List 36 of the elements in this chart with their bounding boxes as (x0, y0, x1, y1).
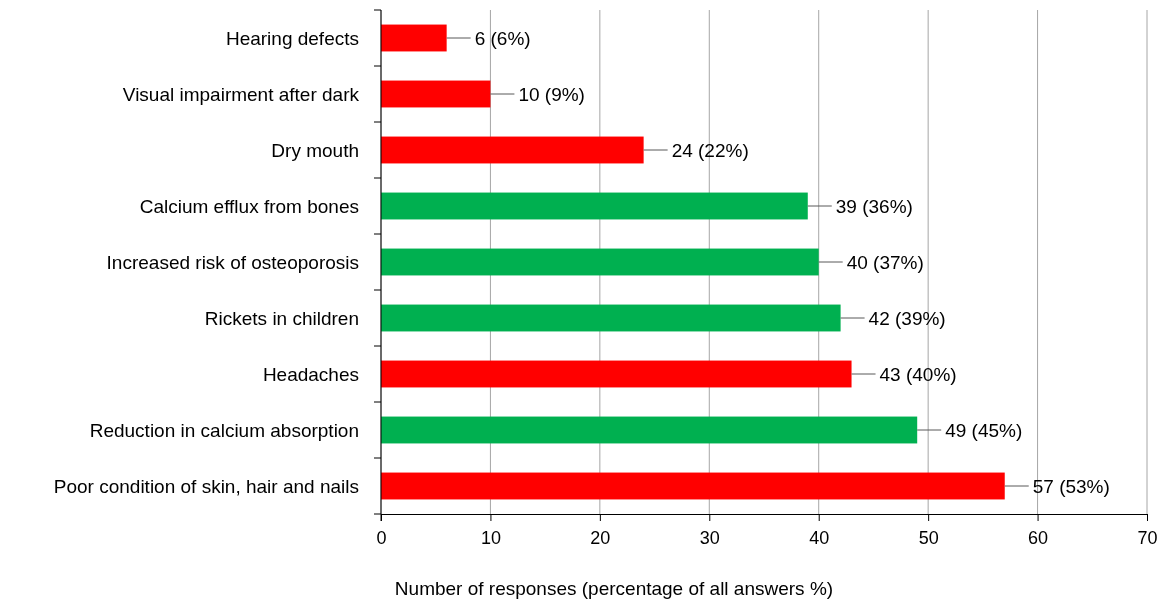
bar (381, 472, 1005, 500)
x-tick-label: 20 (590, 527, 611, 548)
data-label: 6 (6%) (474, 27, 531, 49)
data-label: 40 (37%) (846, 251, 924, 273)
y-tick-label: Hearing defects (225, 27, 359, 49)
bar (381, 360, 852, 388)
y-tick-label: Reduction in calcium absorption (89, 419, 359, 441)
x-tick-label: 0 (376, 527, 387, 548)
y-tick-label: Poor condition of skin, hair and nails (53, 475, 359, 497)
data-label: 57 (53%) (1032, 475, 1110, 497)
bar (381, 192, 808, 220)
x-axis-title: Number of responses (percentage of all answers %) (394, 578, 834, 599)
x-tick-label: 10 (480, 527, 501, 548)
x-tick-label: 70 (1137, 527, 1158, 548)
bar (381, 304, 841, 332)
bar (381, 80, 491, 108)
y-tick-label: Rickets in children (204, 307, 359, 329)
x-tick-label: 30 (699, 527, 720, 548)
data-label: 42 (39%) (868, 307, 946, 329)
bar (381, 248, 819, 276)
data-label: 39 (36%) (835, 195, 913, 217)
y-tick-label: Dry mouth (271, 139, 359, 161)
bar (381, 416, 918, 444)
y-tick-label: Headaches (262, 363, 359, 385)
x-tick-label: 60 (1028, 527, 1049, 548)
y-tick-label: Visual impairment after dark (122, 83, 360, 105)
bar (381, 24, 447, 52)
x-tick-label: 50 (918, 527, 939, 548)
data-label: 43 (40%) (879, 363, 957, 385)
data-label: 49 (45%) (945, 419, 1023, 441)
data-label: 10 (9%) (518, 83, 585, 105)
y-tick-label: Calcium efflux from bones (139, 195, 359, 217)
y-tick-label: Increased risk of osteoporosis (106, 251, 359, 273)
bar (381, 136, 644, 164)
x-tick-label: 40 (809, 527, 830, 548)
data-label: 24 (22%) (671, 139, 749, 161)
